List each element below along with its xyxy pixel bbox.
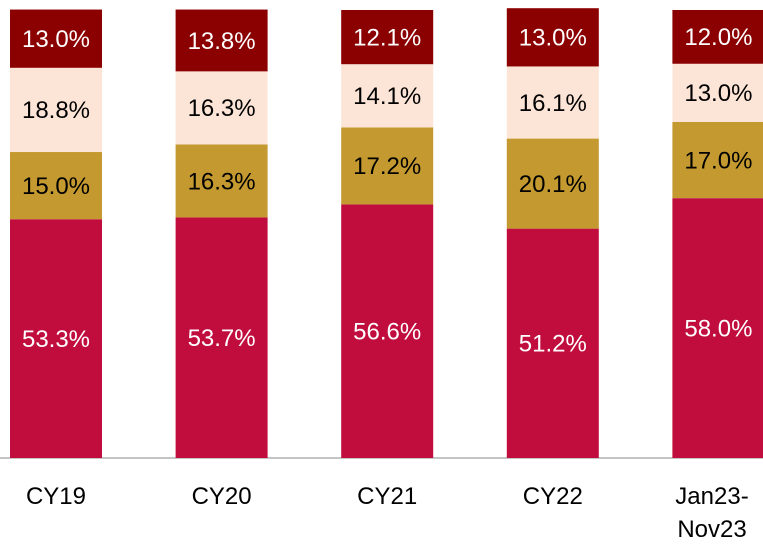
bar-segment <box>341 10 434 65</box>
bar-segment <box>506 66 599 139</box>
value-label: 13.0% <box>22 26 90 53</box>
value-label: 13.8% <box>188 28 256 55</box>
bar-segment <box>10 9 102 68</box>
value-label: 51.2% <box>519 331 587 358</box>
bar-segment <box>672 10 763 64</box>
bar-segment <box>341 127 434 205</box>
value-label: 13.0% <box>684 80 752 107</box>
value-label: 16.3% <box>188 95 256 122</box>
value-label: 16.1% <box>519 90 587 117</box>
value-label: 53.3% <box>22 326 90 353</box>
bar-segment <box>506 8 599 67</box>
bar-segment <box>672 198 763 458</box>
bar-segment <box>175 71 268 145</box>
value-label: 56.6% <box>353 319 421 346</box>
value-label: 58.0% <box>684 315 752 342</box>
bar-segment <box>506 138 599 229</box>
value-label: 12.0% <box>684 24 752 51</box>
value-label: 18.8% <box>22 97 90 124</box>
value-label: 17.2% <box>353 153 421 180</box>
bar-segment <box>10 219 102 458</box>
x-tick-label: CY21 <box>357 483 418 510</box>
value-label: 53.7% <box>188 325 256 352</box>
value-label: 20.1% <box>519 171 587 198</box>
bar-segment <box>341 204 434 458</box>
bar-segment <box>10 67 102 153</box>
bar-segment <box>10 152 102 220</box>
value-label: 14.1% <box>353 83 421 110</box>
value-label: 12.1% <box>353 24 421 51</box>
value-label: 17.0% <box>684 147 752 174</box>
x-tick-label: CY20 <box>191 483 252 510</box>
bar-segment <box>175 9 268 72</box>
bar-segment <box>506 228 599 458</box>
value-label: 13.0% <box>519 25 587 52</box>
value-label: 16.3% <box>188 168 256 195</box>
value-label: 15.0% <box>22 173 90 200</box>
bar-segment <box>175 217 268 458</box>
bar-segment <box>672 63 763 122</box>
x-tick-label: CY19 <box>25 483 87 510</box>
x-tick-label: Jan23-Nov23 <box>675 483 749 543</box>
bar-segment <box>341 64 434 128</box>
bar-segment <box>175 144 268 218</box>
bar-segment <box>672 122 763 199</box>
x-tick-label: CY22 <box>522 483 583 510</box>
